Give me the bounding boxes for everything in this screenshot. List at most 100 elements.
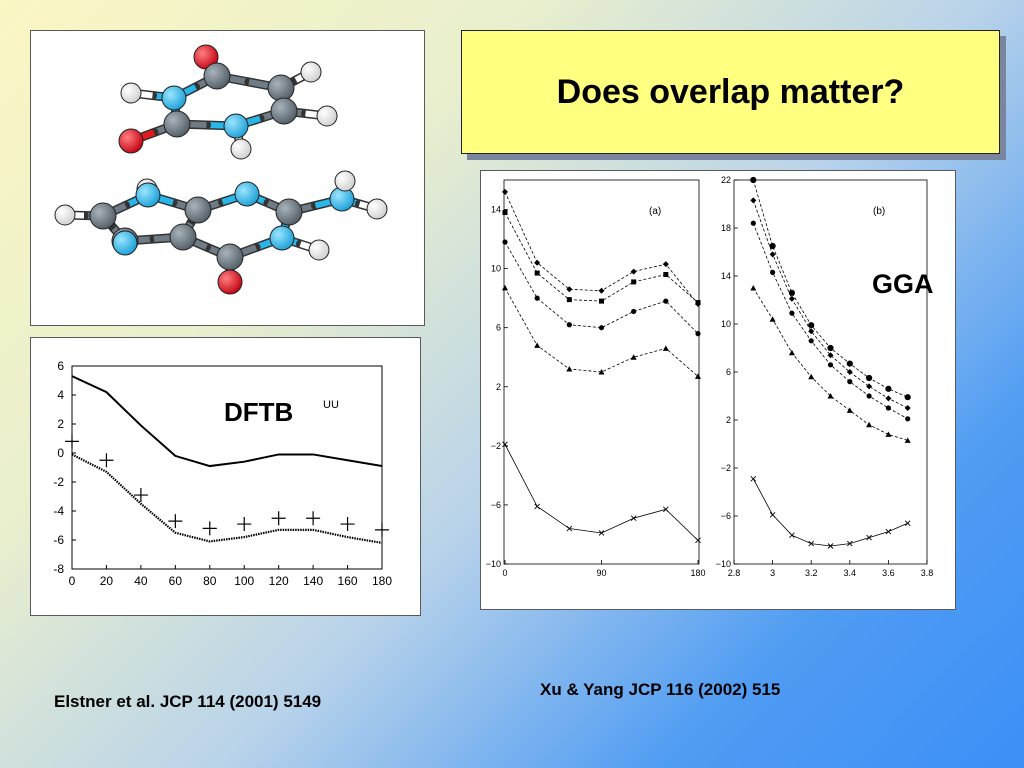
data-point-triangle — [904, 437, 911, 443]
data-point-square — [502, 209, 508, 215]
atom-hydrogen — [120, 82, 142, 104]
molecule-panel — [30, 30, 425, 326]
x-tick-label: 3.2 — [805, 568, 818, 578]
atom-hydrogen — [316, 105, 338, 127]
data-point-square — [631, 279, 637, 285]
data-point-circle — [866, 393, 872, 399]
data-point-triangle — [534, 342, 541, 348]
data-point-circle-open — [866, 374, 873, 382]
dftb-chart-panel: 0 20 40 60 80 100 120 140 160 180 6 4 2 0 -2 -4 -6 -8 DFT… — [30, 337, 421, 616]
data-point-plus — [375, 522, 389, 537]
y-tick-label: −2 — [491, 441, 501, 451]
data-point-circle-open — [750, 176, 757, 184]
data-point-triangle — [769, 316, 776, 322]
atom-carbon — [203, 62, 231, 90]
x-tick-label: 2.8 — [728, 568, 741, 578]
data-point-plus — [202, 521, 217, 536]
x-tick-label: 40 — [134, 574, 148, 588]
data-point-cross — [789, 532, 795, 539]
data-point-cross — [885, 528, 892, 535]
x-tick-label: 0 — [69, 574, 76, 588]
plot-frame — [733, 179, 928, 565]
data-point-circle — [789, 310, 795, 316]
data-point-cross — [630, 515, 637, 522]
y-tick-label: -2 — [53, 475, 64, 489]
xu-yang-chart-panel: 0 90 180 14 10 6 2 −2 −6 −10 (a) 2.8 3 3.2 3.4 3.6 3.8… — [480, 170, 956, 610]
panel-a-label: (a) — [649, 206, 661, 217]
y-tick-label: 14 — [491, 205, 501, 215]
data-point-cross — [866, 534, 872, 541]
y-tick-label: -4 — [53, 504, 64, 518]
title-box: Does overlap matter? — [461, 30, 1000, 154]
y-tick-label: -6 — [53, 533, 64, 547]
data-point-diamond — [904, 405, 911, 411]
slide-title: Does overlap matter? — [556, 72, 905, 111]
series-line-diamond — [504, 191, 699, 305]
data-point-square — [566, 297, 572, 303]
data-point-circle — [770, 269, 776, 275]
atom-carbon — [89, 202, 117, 230]
atom-carbon — [216, 243, 244, 271]
data-point-square — [663, 272, 669, 278]
atom-nitrogen — [269, 225, 295, 251]
series-line-solid — [71, 375, 383, 468]
atom-hydrogen — [230, 138, 252, 160]
y-tick-label: 10 — [721, 319, 731, 329]
data-point-circle — [598, 325, 605, 331]
xu-yang-charts: 0 90 180 14 10 6 2 −2 −6 −10 (a) 2.8 3 3.2 3.4 3.6 3.8… — [486, 175, 934, 578]
dftb-annotation-superscript: UU — [323, 399, 339, 411]
data-point-circle — [808, 338, 814, 344]
dftb-series — [65, 375, 389, 544]
data-point-triangle — [502, 284, 508, 291]
citation-elstner: Elstner et al. JCP 114 (2001) 5149 — [54, 692, 322, 711]
data-point-triangle — [695, 373, 701, 379]
y-tick-label: 6 — [57, 359, 64, 373]
data-point-diamond — [502, 188, 508, 195]
data-point-triangle — [566, 366, 573, 372]
data-point-cross — [808, 540, 815, 547]
data-point-triangle — [788, 349, 795, 356]
data-point-plus — [237, 517, 252, 532]
atom-carbon — [267, 74, 295, 102]
y-tick-label: −10 — [716, 559, 731, 569]
atom-oxygen — [118, 128, 144, 154]
data-point-circle — [827, 362, 834, 368]
series-line-diamond — [752, 200, 908, 409]
data-point-plus — [65, 434, 79, 449]
data-point-diamond — [866, 383, 873, 390]
data-point-triangle — [866, 421, 873, 428]
data-point-diamond — [769, 251, 776, 258]
atom-nitrogen — [112, 230, 138, 256]
data-point-circle — [750, 220, 756, 226]
x-tick-label: 0 — [502, 568, 507, 578]
data-point-circle — [847, 379, 853, 385]
series-line-dotted — [71, 453, 383, 544]
x-tick-label: 100 — [234, 574, 254, 588]
data-point-triangle — [598, 369, 605, 375]
data-point-cross — [566, 525, 573, 532]
data-point-circle-open — [769, 242, 776, 250]
dftb-annotation: DFTB — [224, 397, 293, 427]
y-tick-label: 6 — [496, 323, 501, 333]
dftb-plot-frame — [71, 365, 383, 570]
data-point-circle — [534, 295, 540, 301]
panel-b-frame — [733, 179, 928, 565]
data-point-triangle — [885, 431, 892, 437]
x-tick-label: 20 — [100, 574, 114, 588]
data-point-circle — [905, 416, 911, 422]
atom-nitrogen — [234, 181, 260, 207]
data-point-circle-open — [904, 394, 911, 401]
data-point-diamond — [827, 352, 834, 359]
series-line-cross — [504, 444, 699, 541]
series-line-circle — [752, 223, 908, 420]
x-tick-label: 140 — [303, 574, 323, 588]
atom-carbon — [169, 223, 197, 251]
y-tick-label: −6 — [491, 500, 501, 510]
atom-hydrogen — [54, 204, 76, 226]
molecule-atoms — [54, 44, 388, 295]
y-tick-label: 0 — [57, 446, 64, 460]
data-point-square — [534, 270, 540, 276]
data-point-cross — [750, 475, 757, 482]
panel-b-label: (b) — [873, 206, 885, 217]
